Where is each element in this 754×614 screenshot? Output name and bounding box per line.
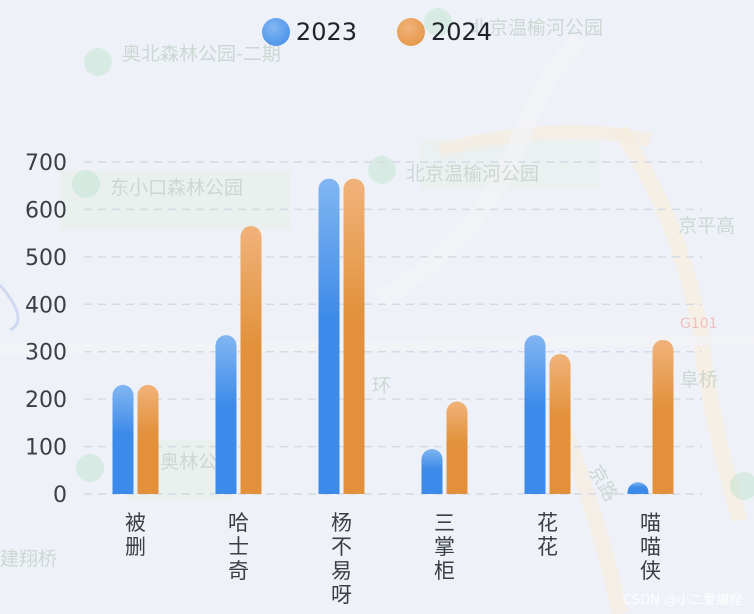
legend-swatch-2024	[397, 18, 425, 46]
x-tick-label-3-char-2: 柜	[434, 559, 455, 583]
bar-2024-2[interactable]	[343, 178, 365, 494]
x-tick-label-3-char-0: 三	[434, 511, 455, 535]
bar-2024-4[interactable]	[549, 354, 571, 494]
y-axis-ticks: 0 100 200 300 400 500 600 700	[25, 151, 67, 508]
map-label-7: 阜桥	[680, 369, 718, 391]
x-tick-label-5-char-2: 侠	[640, 559, 661, 583]
y-tick-label-300: 300	[25, 341, 67, 366]
bar-2024-0[interactable]	[137, 384, 159, 494]
grid-lines	[84, 161, 702, 495]
map-label-9: 建翔桥	[0, 548, 57, 570]
x-tick-label-2-char-0: 杨	[331, 511, 352, 535]
x-tick-label-0-char-0: 被	[125, 511, 146, 535]
bar-2023-5[interactable]	[627, 482, 649, 494]
map-label-3: 东小口森林公园	[110, 177, 243, 199]
bars	[112, 178, 674, 495]
map-label-10: 环	[372, 375, 391, 397]
legend-item-2024[interactable]: 2024	[397, 18, 492, 46]
map-label-6: G101	[680, 316, 718, 332]
y-tick-label-500: 500	[25, 246, 67, 271]
legend: 2023 2024	[0, 18, 754, 46]
legend-swatch-2023	[261, 18, 290, 46]
y-tick-label-0: 0	[53, 483, 67, 508]
y-tick-label-400: 400	[25, 293, 67, 318]
x-tick-label-4-char-1: 花	[537, 535, 558, 559]
legend-label-2024: 2024	[431, 18, 493, 46]
map-label-1: 奥北森林公园-二期	[122, 43, 281, 65]
bar-2023-4[interactable]	[524, 335, 546, 494]
map-label-5: 京平高	[678, 215, 735, 237]
y-tick-label-600: 600	[25, 198, 67, 223]
x-tick-label-0-char-1: 删	[125, 535, 146, 559]
x-tick-label-2-char-1: 不	[331, 535, 352, 559]
x-tick-label-2-char-3: 呀	[331, 583, 352, 607]
x-tick-label-1-char-2: 奇	[228, 559, 249, 583]
map-label-2: 北京温榆河公园	[470, 17, 603, 39]
x-tick-label-1-char-1: 士	[228, 535, 249, 559]
y-tick-label-700: 700	[25, 151, 67, 176]
legend-item-2023[interactable]: 2023	[261, 18, 357, 46]
bar-2023-2[interactable]	[318, 178, 340, 495]
bar-2023-3[interactable]	[421, 448, 443, 494]
map-label-4: 北京温榆河公园	[406, 163, 539, 185]
bar-2023-1[interactable]	[215, 335, 237, 494]
x-tick-label-1-char-0: 哈	[228, 511, 249, 535]
bar-2024-3[interactable]	[446, 401, 468, 494]
bar-2023-0[interactable]	[112, 384, 134, 494]
x-tick-label-5-char-1: 喵	[640, 535, 661, 559]
x-tick-label-3-char-1: 掌	[434, 535, 455, 559]
legend-label-2023: 2023	[295, 18, 357, 46]
x-tick-label-5-char-0: 喵	[640, 511, 661, 535]
x-tick-label-4-char-0: 花	[537, 511, 558, 535]
y-tick-label-200: 200	[25, 388, 67, 413]
y-tick-label-100: 100	[25, 436, 67, 461]
bar-2024-5[interactable]	[652, 339, 674, 494]
watermark: CSDN @小二爱编程·	[622, 593, 746, 608]
bar-2024-1[interactable]	[240, 226, 262, 495]
x-tick-label-2-char-2: 易	[331, 559, 352, 583]
